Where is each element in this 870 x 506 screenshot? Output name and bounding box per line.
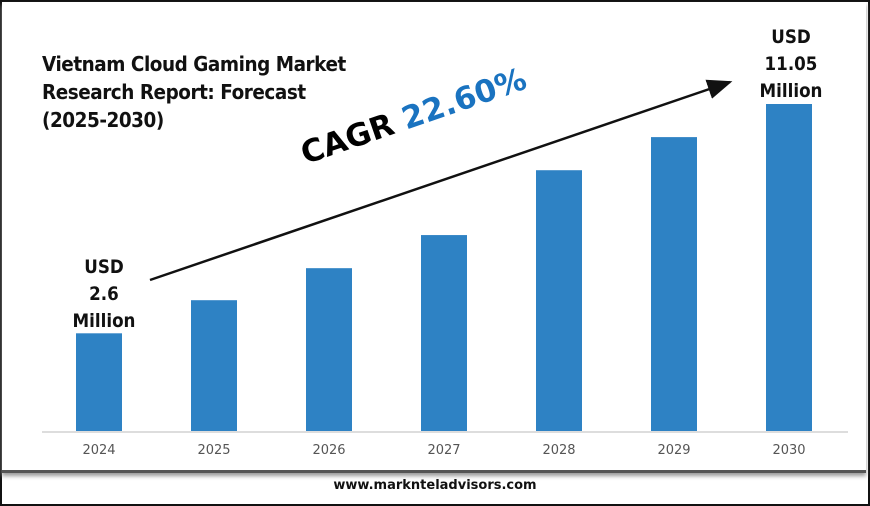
bar-2030 — [766, 104, 812, 431]
start-value-label: USD 2.6 Million — [56, 254, 153, 335]
chart-title: Vietnam Cloud Gaming Market Research Rep… — [42, 50, 346, 134]
bar-2028 — [536, 170, 582, 431]
bar-2024 — [76, 333, 122, 431]
bar-2026 — [306, 268, 352, 431]
x-tick-label: 2028 — [542, 443, 575, 458]
label-line: USD — [84, 256, 124, 278]
x-tick-label: 2030 — [772, 443, 805, 458]
footer-url: www.marknteladvisors.com — [333, 478, 537, 493]
label-line: USD — [771, 26, 811, 48]
title-line: (2025-2030) — [42, 108, 164, 132]
title-line: Vietnam Cloud Gaming Market — [42, 52, 346, 76]
label-line: Million — [72, 310, 136, 332]
x-tick-label: 2026 — [312, 443, 345, 458]
label-line: 2.6 — [89, 283, 119, 305]
label-line: Million — [759, 80, 823, 102]
x-tick-label: 2025 — [197, 443, 230, 458]
bar-2029 — [651, 137, 697, 431]
x-tick-label: 2024 — [82, 443, 115, 458]
end-value-label: USD 11.05 Million — [743, 24, 840, 105]
label-line: 11.05 — [764, 53, 818, 75]
x-tick-label: 2029 — [657, 443, 690, 458]
x-tick-label: 2027 — [427, 443, 460, 458]
trend-arrow — [149, 79, 733, 282]
bar-2025 — [191, 300, 237, 431]
bar-2027 — [421, 235, 467, 431]
title-line: Research Report: Forecast — [42, 80, 306, 104]
